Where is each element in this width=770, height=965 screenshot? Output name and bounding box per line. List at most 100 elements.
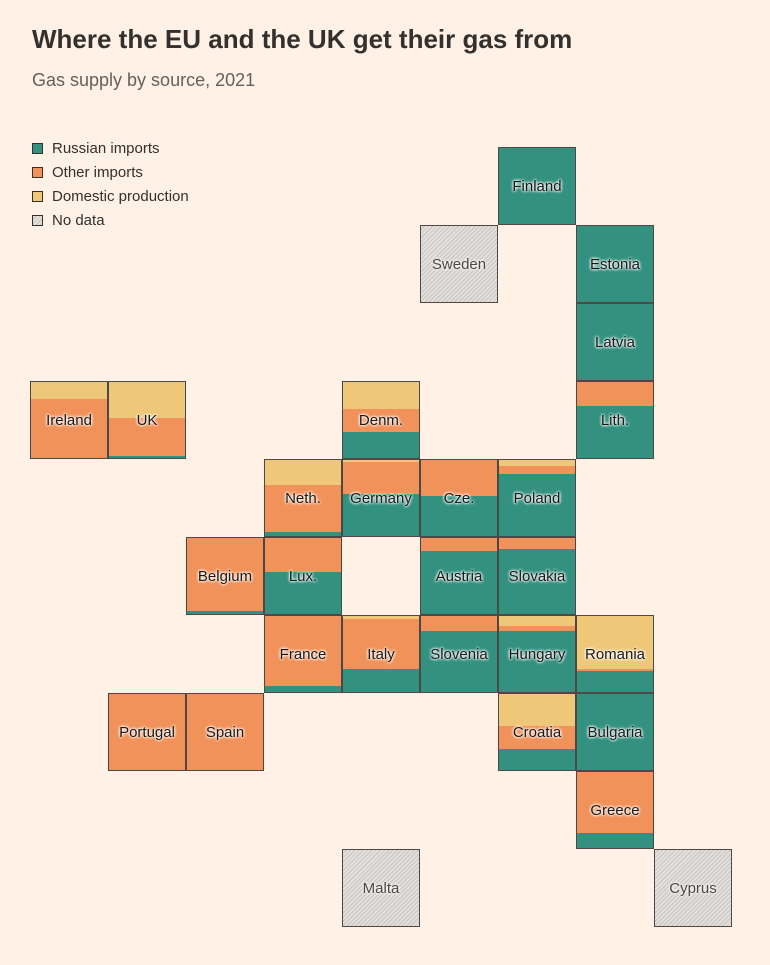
tile-neth: Neth. — [264, 459, 342, 537]
tile-label: Malta — [362, 879, 400, 897]
tile-label: Austria — [435, 567, 483, 585]
bar-segment-other — [31, 398, 107, 458]
bar-segment-other — [499, 625, 575, 632]
tile-finland: Finland — [498, 147, 576, 225]
bar-segment-russian — [577, 304, 653, 380]
bar-segment-other — [343, 619, 419, 670]
legend-item-nodata: No data — [32, 208, 189, 232]
tile-label: Lith. — [600, 411, 630, 429]
legend-swatch-domestic — [32, 190, 43, 202]
tile-germany: Germany — [342, 459, 420, 537]
tile-label: Estonia — [589, 255, 641, 273]
tile-italy: Italy — [342, 615, 420, 693]
bar-segment-russian — [577, 832, 653, 848]
bar-segment-other — [265, 485, 341, 533]
bar-segment-other — [343, 409, 419, 433]
tile-estonia: Estonia — [576, 225, 654, 303]
tile-belgium: Belgium — [186, 537, 264, 615]
tile-label: Denm. — [358, 411, 404, 429]
tile-label: Greece — [590, 801, 640, 819]
tile-label: Finland — [512, 177, 562, 195]
tile-label: Sweden — [431, 255, 487, 273]
tile-cyprus: Cyprus — [654, 849, 732, 927]
tile-latvia: Latvia — [576, 303, 654, 381]
tile-label: Bulgaria — [587, 723, 643, 741]
bar-segment-other — [499, 466, 575, 474]
bar-segment-russian — [343, 494, 419, 536]
bar-segment-russian — [265, 532, 341, 536]
bar-segment-russian — [343, 432, 419, 458]
chart-subtitle: Gas supply by source, 2021 — [32, 70, 256, 90]
tile-label: Romania — [584, 645, 646, 663]
tile-hungary: Hungary — [498, 615, 576, 693]
bar-segment-domestic — [499, 460, 575, 467]
legend-label-russian: Russian imports — [52, 139, 160, 157]
tile-label: Spain — [205, 723, 245, 741]
bar-segment-russian — [109, 455, 185, 458]
tile-label: UK — [136, 411, 158, 429]
bar-segment-other — [343, 462, 419, 495]
tile-label: Lux. — [288, 567, 318, 585]
tile-poland: Poland — [498, 459, 576, 537]
tile-greece: Greece — [576, 771, 654, 849]
tile-austria: Austria — [420, 537, 498, 615]
tile-slovenia: Slovenia — [420, 615, 498, 693]
bar-segment-russian — [577, 406, 653, 458]
tile-bulgaria: Bulgaria — [576, 693, 654, 771]
tile-croatia: Croatia — [498, 693, 576, 771]
tile-lith: Lith. — [576, 381, 654, 459]
bar-segment-domestic — [343, 460, 419, 463]
bar-segment-domestic — [265, 460, 341, 486]
bar-segment-domestic — [343, 382, 419, 410]
tile-label: Belgium — [197, 567, 253, 585]
tile-label: Cyprus — [669, 879, 717, 897]
tile-label: Cze. — [443, 489, 475, 507]
bar-segment-russian — [499, 473, 575, 536]
legend: Russian imports Other imports Domestic p… — [32, 136, 189, 232]
bar-segment-domestic — [499, 616, 575, 626]
bar-segment-russian — [499, 148, 575, 224]
bar-segment-other — [265, 538, 341, 573]
bar-segment-russian — [343, 669, 419, 692]
tile-label: Slovenia — [430, 645, 488, 663]
bar-segment-russian — [265, 685, 341, 692]
bar-segment-other — [265, 616, 341, 686]
tile-label: Slovakia — [508, 567, 566, 585]
bar-segment-russian — [265, 572, 341, 614]
tile-label: Neth. — [285, 489, 321, 507]
legend-swatch-nodata — [32, 214, 43, 226]
bar-segment-other — [499, 725, 575, 749]
tile-cze: Cze. — [420, 459, 498, 537]
bar-segment-other — [187, 694, 263, 770]
tile-ireland: Ireland — [30, 381, 108, 459]
bar-segment-other — [187, 538, 263, 611]
tile-slovakia: Slovakia — [498, 537, 576, 615]
bar-segment-domestic — [499, 694, 575, 726]
bar-segment-russian — [499, 549, 575, 614]
legend-label-other: Other imports — [52, 163, 143, 181]
bar-segment-other — [577, 669, 653, 671]
bar-segment-domestic — [577, 616, 653, 670]
tile-sweden: Sweden — [420, 225, 498, 303]
bar-segment-other — [109, 418, 185, 456]
legend-swatch-russian — [32, 142, 43, 154]
bar-segment-russian — [187, 610, 263, 614]
chart-title: Where the EU and the UK get their gas fr… — [32, 24, 573, 54]
bar-segment-russian — [499, 748, 575, 770]
bar-segment-other — [109, 694, 185, 770]
bar-segment-other — [421, 616, 497, 632]
tile-label: France — [279, 645, 327, 663]
bar-segment-russian — [421, 496, 497, 536]
bar-segment-other — [421, 538, 497, 551]
tile-malta: Malta — [342, 849, 420, 927]
bar-segment-other — [421, 460, 497, 497]
tile-portugal: Portugal — [108, 693, 186, 771]
tile-denm: Denm. — [342, 381, 420, 459]
bar-segment-russian — [577, 694, 653, 770]
tile-france: France — [264, 615, 342, 693]
legend-item-other: Other imports — [32, 160, 189, 184]
tile-label: Hungary — [508, 645, 566, 663]
legend-label-nodata: No data — [52, 211, 105, 229]
bar-segment-russian — [577, 670, 653, 692]
tile-uk: UK — [108, 381, 186, 459]
